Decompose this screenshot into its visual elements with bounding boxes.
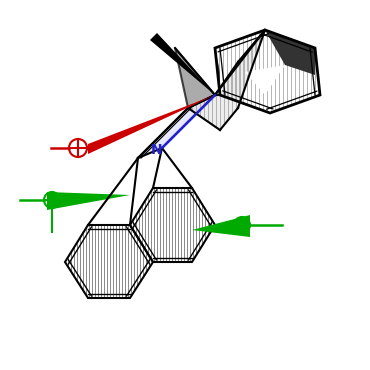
- Polygon shape: [265, 30, 315, 75]
- Polygon shape: [130, 188, 215, 262]
- Text: N: N: [151, 143, 163, 157]
- Polygon shape: [65, 225, 153, 298]
- Polygon shape: [245, 65, 285, 95]
- Polygon shape: [192, 215, 250, 237]
- Polygon shape: [150, 33, 215, 95]
- Polygon shape: [215, 30, 320, 113]
- Polygon shape: [215, 48, 220, 95]
- Polygon shape: [188, 30, 265, 130]
- Polygon shape: [175, 48, 215, 108]
- Polygon shape: [88, 95, 215, 154]
- Polygon shape: [47, 192, 130, 210]
- Polygon shape: [138, 95, 215, 158]
